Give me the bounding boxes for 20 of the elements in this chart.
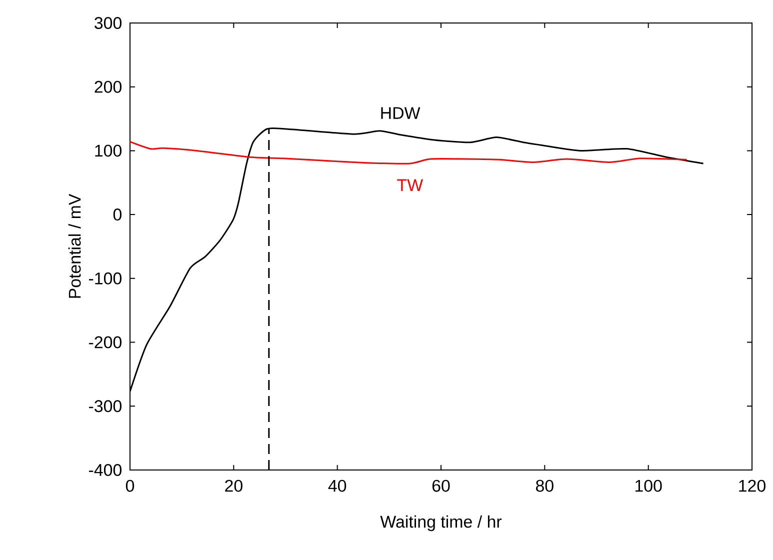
y-tick-label: -400	[89, 464, 122, 476]
y-tick-label: 0	[113, 208, 122, 221]
y-tick-label: -100	[89, 272, 122, 284]
x-tick-label: 0	[126, 480, 134, 492]
y-tick-label: 300	[94, 16, 122, 29]
y-tick-label: -200	[89, 336, 122, 348]
x-tick-label: 20	[225, 480, 242, 492]
x-axis-title: Waiting time / hr	[380, 515, 502, 532]
y-tick-label: -300	[89, 400, 122, 412]
x-tick-label: 40	[328, 480, 346, 492]
x-tick-label: 80	[536, 480, 554, 492]
x-tick-label: 120	[739, 480, 766, 492]
y-tick-label: 100	[95, 144, 122, 157]
y-tick-label: 200	[94, 80, 122, 93]
x-tick-label: 100	[636, 480, 662, 492]
y-axis-title: Potential / mV	[68, 194, 81, 298]
series-label: HDW	[381, 107, 420, 119]
line-series	[130, 141, 688, 164]
x-tick-label: 60	[432, 480, 450, 492]
series-label: TW	[397, 179, 424, 191]
